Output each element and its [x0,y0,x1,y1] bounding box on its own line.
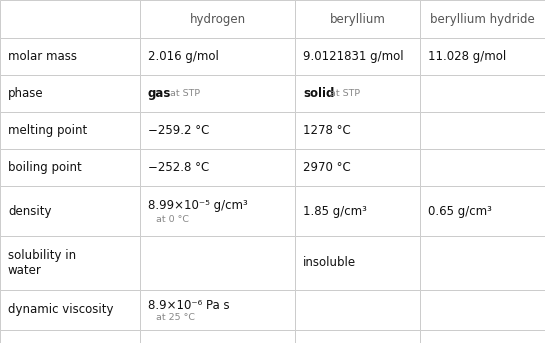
Text: −252.8 °C: −252.8 °C [148,161,209,174]
Text: solubility in
water: solubility in water [8,249,76,277]
Bar [295,330,420,343]
Text: boiling point: boiling point [8,161,82,174]
Text: 2970 °C: 2970 °C [303,161,351,174]
Text: molar mass: molar mass [8,50,77,63]
Text: melting point: melting point [8,124,87,137]
Bar [295,186,420,236]
Bar [295,0,420,38]
Bar [295,290,420,330]
Bar [0,290,140,330]
Text: gas: gas [148,87,171,100]
Bar [0,236,140,290]
Text: at 25 °C: at 25 °C [156,313,195,322]
Bar [295,75,420,112]
Bar [140,290,295,330]
Bar [140,75,295,112]
Bar [140,186,295,236]
Text: 1278 °C: 1278 °C [303,124,351,137]
Text: solid: solid [303,87,335,100]
Bar [420,0,545,38]
Text: 9.0121831 g/mol: 9.0121831 g/mol [303,50,404,63]
Text: 11.028 g/mol: 11.028 g/mol [428,50,506,63]
Text: beryllium hydride: beryllium hydride [430,12,535,25]
Text: 8.99×10⁻⁵ g/cm³: 8.99×10⁻⁵ g/cm³ [148,199,248,212]
Text: at 0 °C: at 0 °C [156,215,189,225]
Bar [420,38,545,75]
Bar [420,75,545,112]
Bar [140,38,295,75]
Text: 0.65 g/cm³: 0.65 g/cm³ [428,204,492,217]
Bar [295,112,420,149]
Text: density: density [8,204,51,217]
Text: phase: phase [8,87,44,100]
Bar [140,112,295,149]
Bar [420,186,545,236]
Bar [295,236,420,290]
Bar [0,75,140,112]
Bar [295,149,420,186]
Text: 2.016 g/mol: 2.016 g/mol [148,50,219,63]
Bar [420,236,545,290]
Text: at STP: at STP [330,89,360,98]
Text: beryllium: beryllium [330,12,385,25]
Bar [0,186,140,236]
Bar [140,236,295,290]
Bar [420,330,545,343]
Bar [140,330,295,343]
Bar [140,149,295,186]
Bar [140,0,295,38]
Text: −259.2 °C: −259.2 °C [148,124,209,137]
Bar [0,330,140,343]
Bar [0,0,140,38]
Bar [0,38,140,75]
Text: 1.85 g/cm³: 1.85 g/cm³ [303,204,367,217]
Text: dynamic viscosity: dynamic viscosity [8,304,113,317]
Text: 8.9×10⁻⁶ Pa s: 8.9×10⁻⁶ Pa s [148,299,229,312]
Text: hydrogen: hydrogen [190,12,246,25]
Text: at STP: at STP [170,89,200,98]
Text: insoluble: insoluble [303,257,356,270]
Bar [0,149,140,186]
Bar [295,38,420,75]
Bar [420,290,545,330]
Bar [0,112,140,149]
Bar [420,112,545,149]
Bar [420,149,545,186]
